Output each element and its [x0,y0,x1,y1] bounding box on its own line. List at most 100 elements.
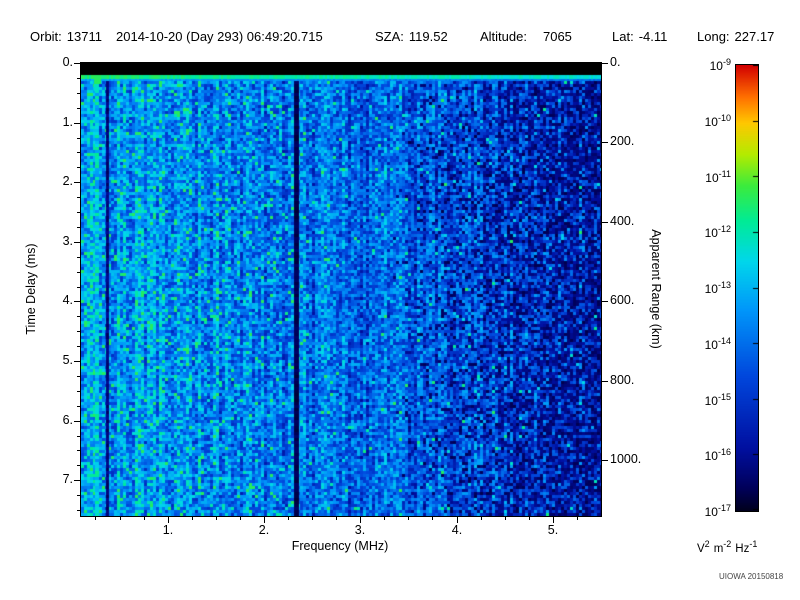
axis-tick [77,465,80,466]
colorbar-tick-label: 10-17 [704,503,731,519]
x-tick-label: 5. [547,523,559,537]
y-left-tick-label: 4. [62,293,73,307]
header-field-label: Orbit: [30,29,62,44]
colorbar-tick-label: 10-13 [704,280,731,296]
header-field-lat: Lat: -4.11 [612,29,667,44]
axis-tick [74,480,80,481]
axis-tick [77,167,80,168]
axis-tick [312,517,313,520]
header-field-label: Long: [697,29,730,44]
x-tick-label: 3. [354,523,366,537]
axis-tick [408,517,409,520]
x-tick-label: 4. [451,523,463,537]
header-field-value: 13711 [66,29,102,44]
axis-tick [74,421,80,422]
axis-tick [77,510,80,511]
axis-tick [77,287,80,288]
colorbar-tick-label: 10-12 [704,224,731,240]
axis-tick [95,517,96,520]
y-left-tick-label: 1. [62,115,73,129]
colorbar-tick-label: 10-15 [704,392,731,408]
axis-tick [77,346,80,347]
axis-tick [77,450,80,451]
axis-tick [553,517,554,523]
colorbar-tick-label: 10-9 [709,57,731,73]
axis-tick [77,272,80,273]
axis-tick [77,138,80,139]
axis-tick [144,517,145,520]
y-right-axis-title: Apparent Range (km) [649,229,663,349]
axis-tick [74,63,80,64]
axis-tick [77,376,80,377]
axis-tick [77,197,80,198]
header-field-orbit: Orbit: 13711 [30,29,102,44]
axis-tick [360,517,361,523]
colorbar-tick-label: 10-10 [704,113,731,129]
header-field-value: -4.11 [638,29,668,44]
axis-tick [505,517,506,520]
header-info-bar: Orbit: 13711 2014-10-20 (Day 293) 06:49:2… [0,29,800,45]
axis-tick [264,517,265,523]
axis-tick [168,517,169,523]
header-field-value: 119.52 [408,29,448,44]
colorbar-tick-label: 10-11 [705,169,731,185]
y-left-tick-label: 7. [62,472,73,486]
header-field-sza: SZA: 119.52 [375,29,448,44]
axis-tick [74,361,80,362]
axis-tick [216,517,217,520]
colorbar-unit-label: V2 m-2 Hz-1 [697,539,797,555]
header-field-long: Long: 227.17 [697,29,774,44]
header-field-value: 7065 [542,29,572,44]
axis-tick [77,257,80,258]
axis-tick [602,460,608,461]
axis-tick [602,301,608,302]
spectrogram-canvas [80,62,602,517]
y-right-tick-label: 200. [610,134,635,148]
axis-tick [192,517,193,520]
y-left-tick-label: 3. [62,234,73,248]
y-left-tick-label: 2. [62,174,73,188]
axis-tick [77,406,80,407]
axis-tick [74,301,80,302]
unit-part: V2 [697,539,710,555]
axis-tick [74,182,80,183]
header-field-label: Lat: [612,29,634,44]
y-right-tick-label: 1000. [610,452,642,466]
axis-tick [602,63,608,64]
header-field-datetime: 2014-10-20 (Day 293) 06:49:20.715 [111,29,323,44]
axis-tick [77,78,80,79]
y-right-tick-label: 600. [610,293,635,307]
header-field-label: SZA: [375,29,404,44]
colorbar-canvas [735,64,759,512]
axis-tick [288,517,289,520]
axis-tick [120,517,121,520]
axis-tick [602,142,608,143]
header-field-altitude: Altitude: 7065 [480,29,572,44]
axis-tick [77,391,80,392]
header-field-label: Altitude: [480,29,527,44]
axis-tick [240,517,241,520]
x-axis-title: Frequency (MHz) [291,539,389,553]
axis-tick [457,517,458,523]
axis-tick [77,495,80,496]
header-field-value: 227.17 [734,29,775,44]
axis-tick [529,517,530,520]
x-tick-label: 2. [258,523,270,537]
y-right-tick-label: 0. [610,55,621,69]
axis-tick [77,436,80,437]
y-right-tick-label: 400. [610,214,635,228]
axis-tick [77,316,80,317]
axis-tick [577,517,578,520]
axis-tick [432,517,433,520]
axis-tick [74,242,80,243]
unit-part: Hz-1 [735,539,758,555]
axis-tick [481,517,482,520]
colorbar-tick-label: 10-16 [704,447,731,463]
axis-tick [77,108,80,109]
axis-tick [77,93,80,94]
header-field-value: 2014-10-20 (Day 293) 06:49:20.715 [116,29,323,44]
axis-tick [77,331,80,332]
axis-tick [77,152,80,153]
axis-tick [74,123,80,124]
